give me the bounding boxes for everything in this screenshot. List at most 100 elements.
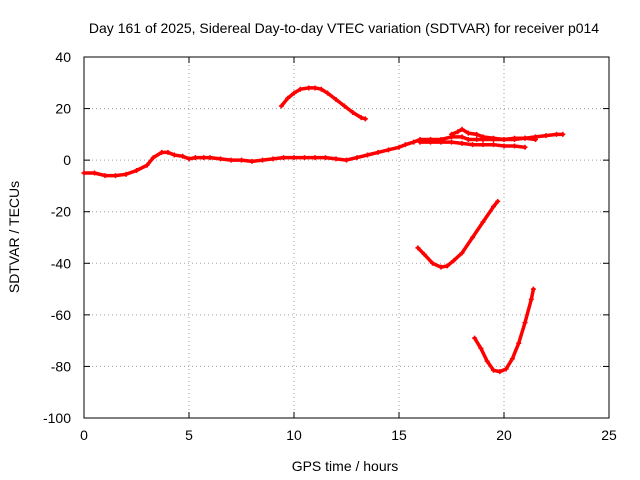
- data-point: [102, 173, 108, 179]
- data-point: [201, 155, 207, 161]
- data-point: [281, 155, 286, 161]
- data-point: [239, 157, 244, 163]
- data-point: [470, 235, 475, 240]
- series-line: [82, 132, 565, 178]
- data-point: [312, 85, 318, 91]
- y-tick-label: -80: [51, 358, 71, 374]
- data-point: [417, 139, 423, 145]
- data-point: [449, 139, 454, 145]
- data-point: [134, 167, 139, 173]
- data-point: [465, 137, 471, 143]
- data-point: [186, 156, 192, 162]
- x-tick-label: 10: [286, 427, 302, 443]
- chart-title: Day 161 of 2025, Sidereal Day-to-day VTE…: [89, 20, 599, 36]
- data-point: [325, 90, 331, 96]
- series-line: [416, 199, 500, 269]
- data-point: [341, 103, 347, 109]
- x-tick-label: 20: [496, 427, 512, 443]
- series-arc-high: [278, 85, 368, 122]
- data-point: [522, 144, 528, 150]
- data-point: [375, 149, 381, 155]
- data-point: [81, 170, 87, 176]
- data-point: [421, 251, 427, 257]
- data-point: [207, 155, 213, 161]
- data-point: [484, 358, 490, 364]
- series-arc-low: [472, 286, 536, 375]
- data-point: [474, 137, 480, 143]
- data-point: [354, 155, 360, 161]
- data-point: [159, 149, 165, 155]
- data-point: [455, 129, 461, 135]
- data-point: [449, 131, 454, 137]
- data-point: [365, 152, 370, 158]
- data-point: [451, 258, 457, 264]
- data-point: [491, 135, 496, 141]
- data-point: [92, 170, 97, 176]
- data-point: [318, 86, 324, 92]
- data-point: [350, 109, 356, 115]
- data-point: [402, 142, 408, 148]
- y-tick-label: -40: [51, 255, 71, 271]
- y-tick-label: 40: [55, 49, 71, 65]
- data-point: [459, 134, 465, 140]
- data-point: [459, 140, 465, 146]
- series-upper-spike: [449, 126, 538, 143]
- data-point: [459, 126, 465, 132]
- plot-area-border: [83, 56, 610, 419]
- data-point: [306, 85, 312, 91]
- y-tick-label: -100: [43, 410, 71, 426]
- data-point: [512, 135, 517, 141]
- data-point: [516, 340, 522, 346]
- grid-lines: [84, 57, 609, 418]
- data-point: [411, 139, 417, 145]
- data-point: [503, 366, 509, 372]
- data-point: [543, 133, 549, 139]
- data-point: [260, 157, 265, 163]
- data-point: [396, 144, 402, 150]
- y-tick-label: 20: [55, 101, 71, 117]
- data-point: [218, 156, 223, 162]
- data-point: [323, 155, 328, 161]
- data-point: [180, 153, 186, 159]
- data-point: [358, 115, 364, 121]
- data-point: [444, 263, 450, 269]
- data-point: [144, 162, 150, 168]
- data-point: [150, 155, 156, 161]
- data-point: [528, 296, 534, 302]
- data-point: [470, 142, 475, 148]
- data-point: [123, 171, 129, 177]
- data-point: [478, 345, 484, 351]
- data-point: [459, 250, 465, 256]
- series-arc-mid: [415, 198, 501, 270]
- data-point: [554, 131, 559, 137]
- data-point: [285, 95, 291, 101]
- data-point: [192, 155, 198, 161]
- data-point: [228, 157, 234, 163]
- data-point: [491, 142, 496, 148]
- data-point: [495, 198, 501, 204]
- data-point: [438, 139, 444, 145]
- data-point: [480, 142, 486, 148]
- data-point: [522, 135, 528, 141]
- x-tick-label: 0: [80, 427, 88, 443]
- data-point: [302, 155, 307, 161]
- data-point: [249, 158, 255, 164]
- data-point: [333, 97, 339, 103]
- data-point: [465, 130, 471, 136]
- x-tick-label: 25: [601, 427, 617, 443]
- data-point: [474, 131, 480, 137]
- data-point: [501, 143, 507, 149]
- data-point: [533, 137, 538, 143]
- data-point: [171, 152, 177, 158]
- data-point: [480, 134, 486, 140]
- y-tick-label: 0: [63, 152, 71, 168]
- x-axis-label: GPS time / hours: [292, 458, 399, 474]
- data-point: [438, 264, 444, 270]
- data-point: [430, 260, 436, 266]
- data-point: [522, 320, 528, 326]
- data-point: [497, 369, 503, 375]
- series-lower-band: [417, 139, 528, 150]
- data-point: [333, 156, 339, 162]
- data-point: [480, 219, 486, 225]
